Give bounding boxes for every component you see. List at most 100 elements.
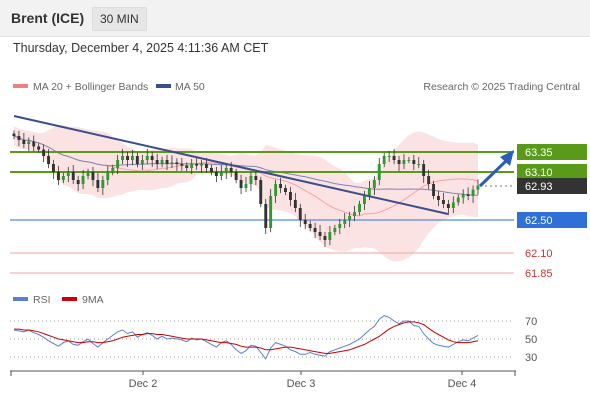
candle [121,148,124,165]
candle [412,154,416,171]
candle [126,151,129,168]
candle [328,225,332,246]
level-label-63-10: 63.10 [525,167,553,179]
candle [57,165,60,186]
candle-body [353,212,356,216]
candle [234,168,238,184]
rsi-ma-legend-swatch [62,297,77,301]
rsi-legend-swatch [13,297,28,301]
candle-body [71,172,75,180]
candle-body [442,200,445,204]
price-panel [10,115,514,274]
candle-body [165,160,169,164]
candle-body [239,180,243,188]
candle [116,154,120,175]
candle [422,159,426,184]
candle [259,176,263,208]
level-label-61-85: 61.85 [525,268,553,280]
candle [353,205,356,222]
candle [42,144,46,163]
candle-body [86,172,90,176]
ma50-legend-swatch [156,84,171,88]
candle-body [422,164,426,176]
candle-body [254,176,258,180]
rsi-ma-legend-label: 9MA [82,294,104,306]
candle-body [427,176,431,184]
candle-body [274,184,278,196]
candle [244,176,248,193]
source-credit: Research © 2025 Trading Central [423,81,580,93]
candle [71,164,75,185]
candle-body [289,192,292,200]
candle-body [170,162,174,164]
candle-body [214,172,218,176]
candle-body [175,162,179,164]
candle-body [52,164,55,172]
candle-body [387,156,391,157]
candle [323,231,327,248]
candle [12,130,16,140]
candle-body [456,197,460,203]
candle [417,156,421,169]
candle [17,130,21,147]
trend-line [13,115,449,215]
candle-body [412,160,416,164]
candle [318,224,322,241]
candle-body [190,164,194,168]
candle [200,159,203,173]
level-label-bg-63-10 [517,164,587,180]
candle-body [338,224,342,228]
candle-body [363,196,366,204]
candle [363,190,366,211]
candle [52,159,55,180]
candle [66,166,70,183]
candle [402,153,406,170]
candle [135,152,139,168]
rsi-legend: RSI 9MA [13,294,104,306]
candle-body [140,160,144,164]
candle-body [284,188,287,192]
candle [471,185,475,204]
forecast-arrowhead [500,150,514,166]
candle-body [12,133,16,136]
candle-body [432,184,435,196]
candle [81,169,85,190]
bollinger-legend-label: MA 20 + Bollinger Bands [33,81,148,93]
candle [298,203,302,228]
candle [348,211,352,228]
candle-body [101,180,105,188]
candle [372,175,376,196]
candle [145,148,149,165]
candle [32,135,36,152]
candle [387,150,391,163]
candle [343,212,347,229]
candle [432,180,435,200]
candle-body [402,160,406,164]
candle [293,192,297,213]
candle-body [308,224,312,228]
candle [274,179,278,204]
candle-body [135,156,139,164]
candle [47,148,50,169]
candle-body [106,172,110,180]
candle-body [195,164,199,166]
candle-body [244,184,248,188]
candle-body [407,160,411,161]
candle-body [42,149,46,156]
candle-body [155,160,159,164]
candle-body [303,220,307,224]
candle [437,190,440,207]
candle [254,169,258,186]
candle-body [323,236,327,240]
candle [442,192,445,209]
candle-body [446,204,450,208]
candle [170,155,174,169]
candle-body [392,156,396,160]
candle [195,156,199,170]
timeframe-button[interactable]: 30 MIN [92,7,147,31]
candle-body [293,200,297,208]
candle [264,198,268,235]
candle [180,157,184,171]
candle-body [234,172,238,180]
